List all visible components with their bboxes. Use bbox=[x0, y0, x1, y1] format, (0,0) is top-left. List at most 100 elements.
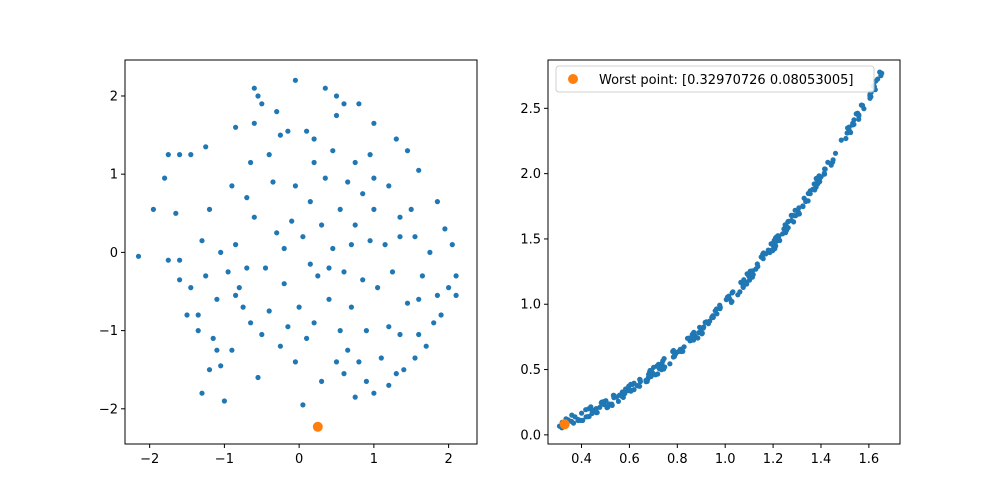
data-point bbox=[251, 214, 257, 220]
data-point bbox=[333, 112, 340, 119]
data-point bbox=[248, 159, 254, 166]
data-point bbox=[412, 234, 418, 240]
data-point bbox=[150, 206, 156, 212]
data-point bbox=[453, 292, 459, 298]
data-point bbox=[416, 296, 422, 302]
data-point bbox=[856, 116, 862, 122]
data-point bbox=[714, 311, 720, 317]
legend: Worst point: [0.32970726 0.08053005] bbox=[555, 65, 875, 93]
data-point bbox=[584, 414, 591, 420]
data-point bbox=[304, 335, 310, 341]
y-tick-label: 2.5 bbox=[520, 102, 541, 117]
data-point bbox=[822, 166, 828, 172]
data-point bbox=[442, 226, 448, 232]
data-point bbox=[570, 420, 577, 426]
x-tick-label: 1.2 bbox=[763, 452, 784, 467]
data-point bbox=[404, 148, 411, 154]
data-point bbox=[195, 328, 201, 334]
y-tick-label: 0.0 bbox=[520, 428, 541, 443]
x-tick-label: 1 bbox=[370, 452, 378, 467]
data-point bbox=[412, 355, 418, 361]
right-scatter-plot: 0.4 0.6 0.8 1.0 1.2 1.4 1.6 0.0 0.5 1.0 1.5 2.0 2.5… bbox=[520, 59, 901, 467]
data-point bbox=[789, 212, 796, 218]
data-point bbox=[867, 91, 873, 97]
data-point bbox=[741, 277, 747, 283]
data-point bbox=[367, 152, 373, 158]
data-point bbox=[709, 314, 715, 320]
data-point bbox=[453, 273, 459, 279]
data-point bbox=[251, 85, 257, 91]
data-point bbox=[803, 198, 809, 204]
data-point bbox=[838, 137, 844, 143]
data-point bbox=[724, 294, 731, 300]
data-point bbox=[371, 120, 377, 126]
data-point bbox=[375, 285, 381, 291]
data-point bbox=[416, 167, 422, 173]
y-tick-label: −1 bbox=[99, 324, 118, 339]
data-point bbox=[307, 261, 313, 267]
data-point bbox=[333, 93, 340, 99]
data-point bbox=[730, 289, 736, 295]
data-point bbox=[281, 281, 287, 287]
data-point bbox=[188, 285, 194, 291]
data-point bbox=[431, 320, 437, 326]
data-point bbox=[735, 292, 741, 298]
data-point bbox=[184, 312, 190, 318]
data-point bbox=[853, 111, 859, 117]
data-point bbox=[446, 285, 452, 291]
data-point bbox=[397, 234, 403, 240]
data-point bbox=[611, 395, 617, 401]
worst-point-marker bbox=[559, 419, 570, 430]
data-point bbox=[671, 353, 678, 359]
data-point bbox=[577, 417, 584, 423]
data-point bbox=[434, 199, 440, 205]
data-point bbox=[206, 367, 213, 373]
data-point bbox=[875, 76, 881, 82]
data-point bbox=[593, 410, 600, 416]
y-tick-label: 2 bbox=[110, 89, 118, 104]
data-point bbox=[637, 376, 643, 382]
data-point bbox=[311, 136, 317, 142]
data-point bbox=[728, 299, 735, 305]
data-point bbox=[717, 302, 723, 308]
y-tick-label: 1.0 bbox=[520, 298, 541, 313]
data-point bbox=[755, 263, 761, 270]
data-point bbox=[397, 214, 403, 220]
data-point bbox=[796, 211, 803, 217]
data-point bbox=[352, 222, 358, 228]
data-point bbox=[341, 101, 347, 107]
data-point bbox=[691, 330, 697, 336]
data-point bbox=[408, 206, 414, 212]
data-point bbox=[572, 414, 578, 420]
data-point bbox=[363, 328, 369, 334]
data-point bbox=[749, 271, 755, 277]
data-point bbox=[292, 359, 298, 365]
data-point bbox=[867, 95, 873, 101]
data-point bbox=[218, 249, 224, 255]
data-point bbox=[631, 387, 637, 393]
data-point bbox=[775, 233, 781, 239]
x-tick-label: 0.8 bbox=[667, 452, 688, 467]
data-point bbox=[811, 181, 817, 187]
data-point bbox=[341, 269, 347, 275]
data-point bbox=[419, 273, 425, 279]
data-point bbox=[251, 120, 257, 126]
data-point bbox=[667, 361, 673, 367]
data-point bbox=[438, 312, 444, 318]
data-point bbox=[646, 371, 652, 378]
data-point bbox=[654, 363, 661, 369]
data-point bbox=[188, 152, 194, 158]
data-point bbox=[378, 355, 384, 361]
x-tick-label: −2 bbox=[140, 452, 159, 467]
data-point bbox=[259, 101, 265, 107]
data-point bbox=[360, 191, 366, 197]
data-point bbox=[812, 187, 818, 193]
left-y-axis: −2 −1 0 1 2 bbox=[99, 89, 125, 417]
data-point bbox=[626, 383, 632, 389]
data-point bbox=[792, 207, 798, 213]
data-point bbox=[248, 320, 254, 326]
data-point bbox=[382, 242, 388, 248]
data-point bbox=[277, 132, 283, 138]
data-point bbox=[177, 152, 183, 158]
